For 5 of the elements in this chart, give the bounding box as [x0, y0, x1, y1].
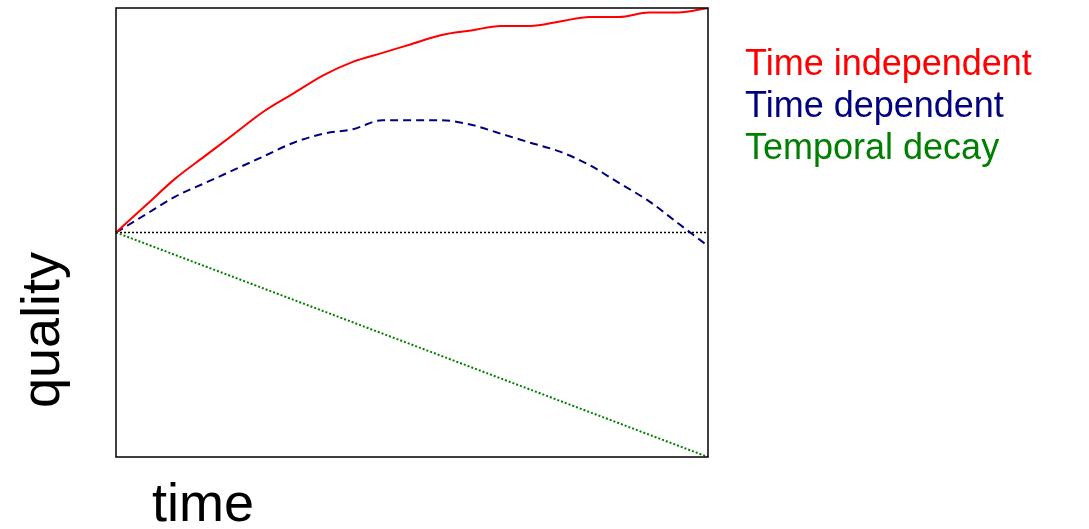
series-label: Time independent: [745, 42, 1032, 84]
text: Time dependent: [745, 84, 1005, 126]
y-axis-title: quality: [10, 250, 70, 411]
text: Temporal decay: [745, 126, 1001, 168]
x-axis-title: time: [152, 472, 255, 529]
